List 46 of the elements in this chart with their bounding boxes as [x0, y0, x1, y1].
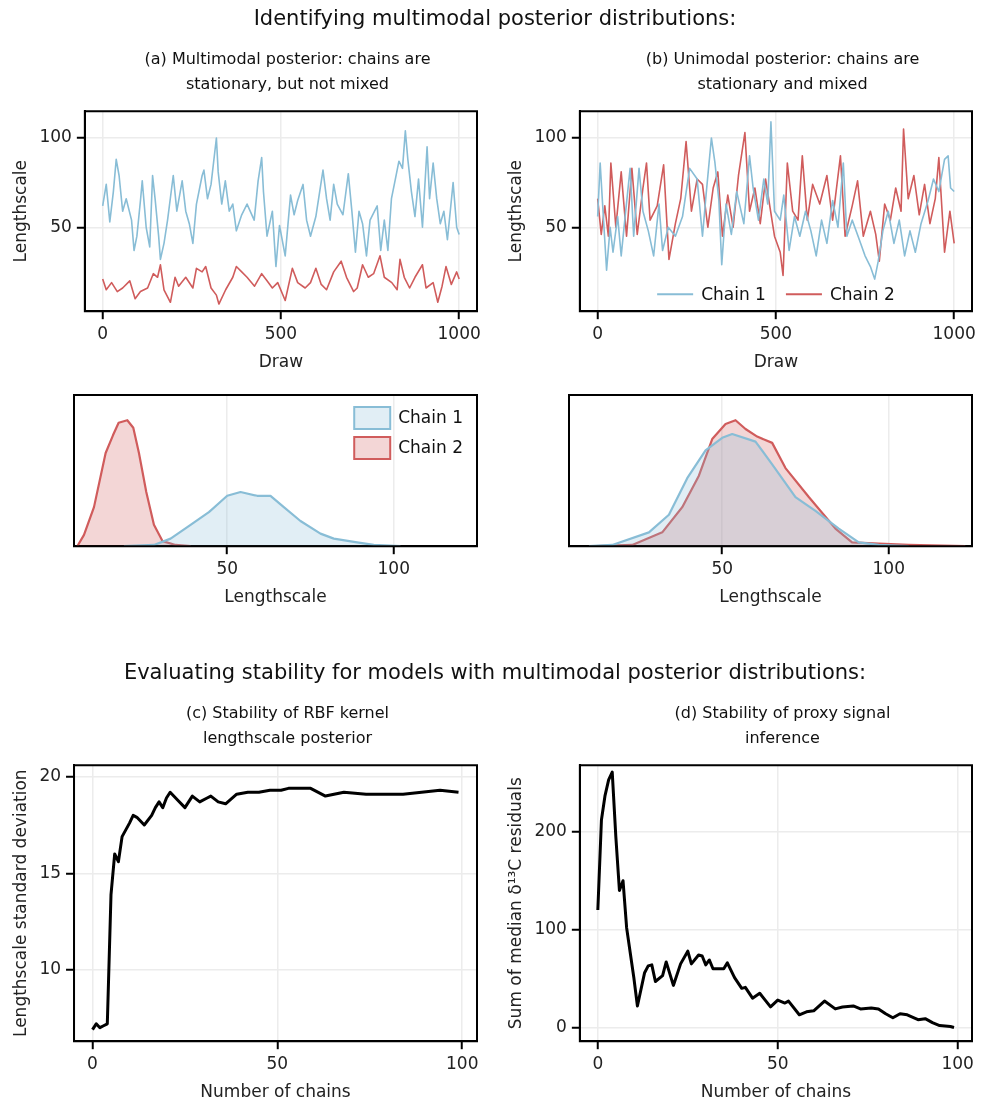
y-tick-label: 50 [50, 215, 72, 236]
x-tick-label: 1000 [932, 322, 976, 343]
y-axis-title: Sum of median δ¹³C residuals [504, 777, 525, 1030]
x-tick-label: 1000 [437, 322, 481, 343]
text: Evaluating stability for models with multimodal posterior distributions: [122, 660, 868, 684]
x-tick-label: 50 [216, 557, 239, 578]
y-tick-label: 15 [39, 861, 62, 882]
y-tick-label: 0 [556, 1015, 567, 1036]
x-tick-label: 100 [377, 557, 410, 578]
y-axis-title: Lengthscale standard deviation [9, 769, 30, 1038]
chart-title: (b) Unimodal posterior: chains are stationary and mixed [644, 48, 921, 95]
x-tick-label: 50 [266, 1052, 289, 1073]
legend-label: Chain 2 [398, 437, 463, 458]
x-tick-label: 0 [592, 1052, 604, 1073]
y-tick-label: 20 [39, 765, 62, 786]
legend-label: Chain 1 [398, 407, 463, 428]
y-tick-label: 50 [545, 215, 567, 236]
x-axis-title: Lengthscale [224, 586, 327, 607]
x-axis-title: Draw [258, 351, 304, 372]
x-tick-label: 0 [97, 322, 109, 343]
x-tick-label: 500 [264, 322, 298, 343]
text: Identifying multimodal posterior distributions: [252, 6, 738, 30]
x-tick-label: 100 [445, 1052, 479, 1073]
legend-label: Chain 2 [829, 283, 895, 304]
x-axis-title: Draw [753, 351, 799, 372]
x-tick-label: 500 [759, 322, 793, 343]
x-tick-label: 50 [711, 557, 734, 578]
y-tick-label: 100 [534, 126, 567, 147]
x-tick-label: 100 [941, 1052, 974, 1073]
x-axis-title: Lengthscale [719, 586, 822, 607]
x-tick-label: 50 [766, 1052, 789, 1073]
y-tick-label: 100 [534, 918, 567, 939]
x-axis-title: Number of chains [200, 1081, 351, 1102]
x-tick-label: 100 [872, 557, 905, 578]
y-tick-label: 10 [39, 958, 62, 979]
y-axis-title: Lengthscale [9, 159, 30, 263]
x-axis-title: Number of chains [700, 1081, 852, 1102]
x-tick-label: 0 [592, 322, 604, 343]
y-tick-label: 100 [39, 126, 72, 147]
y-axis-title: Lengthscale [504, 159, 525, 263]
y-tick-label: 200 [534, 820, 567, 841]
chart-title: (d) Stability of proxy signal inference [673, 702, 892, 749]
x-tick-label: 0 [87, 1052, 98, 1073]
chart-title: (c) Stability of RBF kernel lengthscale posterior [184, 702, 391, 749]
chart-title: (a) Multimodal posterior: chains are stationary, but not mixed [143, 48, 432, 95]
legend-label: Chain 1 [701, 283, 766, 304]
